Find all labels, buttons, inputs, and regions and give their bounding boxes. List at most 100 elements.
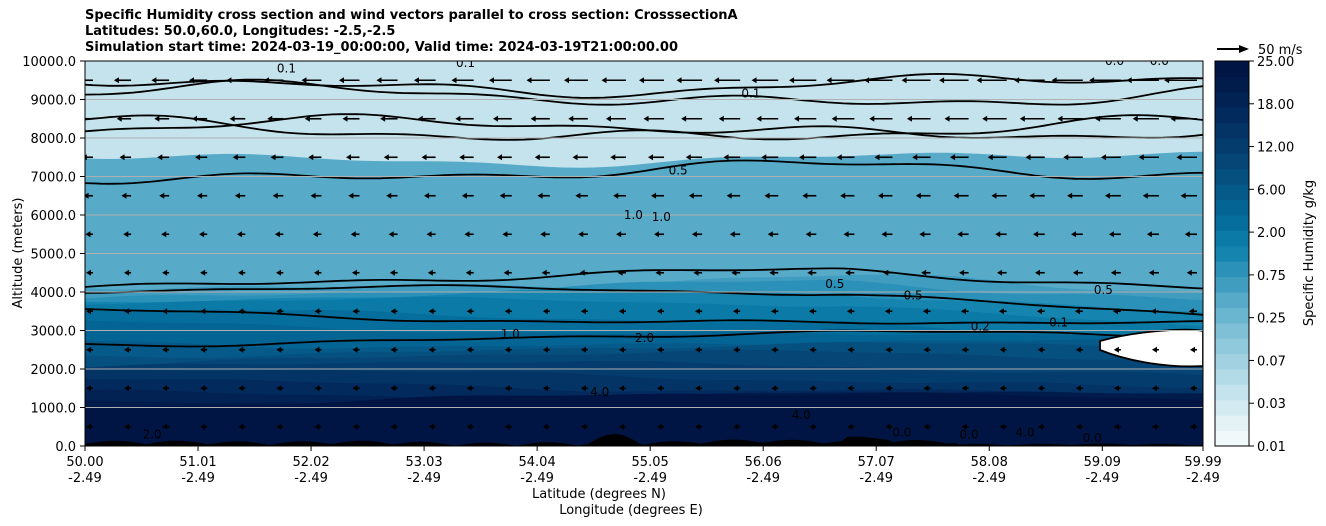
wind-arrow-head [651, 192, 657, 199]
contour-label: 1.0 [624, 208, 643, 222]
wind-arrow [459, 154, 474, 161]
wind-arrow [428, 385, 436, 392]
wind-arrow [451, 77, 474, 84]
wind-arrow [308, 154, 322, 161]
wind-arrow [1190, 385, 1197, 392]
wind-arrow-head [575, 192, 581, 199]
wind-arrow-head [195, 154, 201, 161]
wind-arrow [601, 77, 626, 84]
wind-arrow-head [578, 231, 584, 238]
wind-arrow-head [617, 269, 623, 276]
wind-arrow-head [76, 77, 81, 83]
colorbar-swatch [1215, 168, 1249, 185]
wind-arrow-head [1071, 231, 1077, 238]
wind-arrow-head [1176, 154, 1182, 161]
wind-arrow [161, 231, 170, 238]
wind-arrow [809, 346, 817, 353]
wind-arrow [885, 423, 893, 430]
y-tick-label: 6000.0 [31, 209, 77, 224]
wind-arrow [116, 115, 132, 122]
wind-arrow-head [761, 154, 767, 161]
wind-arrow [342, 115, 360, 122]
wind-arrow-head [1112, 308, 1118, 315]
wind-arrow [162, 385, 170, 392]
chart-title-line-3: Simulation start time: 2024-03-19_00:00:… [85, 40, 678, 55]
wind-arrow [999, 423, 1007, 430]
wind-arrow-head [270, 154, 276, 161]
wind-arrow-head [465, 269, 471, 276]
wind-arrow-head [86, 423, 91, 430]
y-axis-label: Altitude (meters) [11, 198, 26, 309]
terrain [85, 434, 1203, 446]
wind-arrow-head [86, 308, 91, 315]
wind-arrow [466, 423, 474, 430]
wind-arrow [124, 269, 132, 276]
wind-arrow-head [1075, 423, 1081, 430]
wind-arrow-head [124, 269, 130, 276]
wind-arrow [314, 385, 322, 392]
wind-arrow [657, 423, 665, 430]
wind-arrow-head [504, 308, 510, 315]
wind-arrow [1035, 269, 1045, 276]
wind-arrow-head [676, 77, 682, 84]
colorbar-swatch [1215, 230, 1249, 247]
wind-arrow-head [733, 308, 739, 315]
contour-label: 4.0 [590, 385, 609, 399]
wind-arrow-head [229, 115, 235, 122]
wind-arrow [310, 192, 322, 199]
y-tick-label: 0.0 [55, 440, 76, 455]
colorbar-swatch [1215, 415, 1249, 432]
wind-arrow-head [1037, 346, 1043, 353]
wind-arrow-head [200, 346, 206, 353]
wind-arrow [733, 308, 741, 315]
wind-arrow-head [991, 192, 997, 199]
wind-arrow [997, 269, 1007, 276]
wind-arrow-head [921, 269, 927, 276]
wind-arrow [466, 385, 474, 392]
wind-arrow [86, 269, 93, 276]
wind-arrow-head [119, 154, 125, 161]
wind-arrow-head [455, 115, 461, 122]
colorbar-tick-label: 12.00 [1257, 141, 1294, 156]
wind-arrow-head [809, 423, 815, 430]
contour-line-1 [85, 284, 1203, 316]
wind-arrow [1014, 77, 1045, 84]
wind-arrow [542, 423, 550, 430]
wind-arrow [541, 269, 550, 276]
wind-arrow [504, 385, 512, 392]
wind-arrow-head [276, 423, 282, 430]
x-tick-label-lat: 51.01 [179, 455, 216, 470]
x-tick-label-lon: -2.49 [859, 471, 893, 486]
wind-arrow-head [950, 154, 956, 161]
wind-arrow-head [923, 385, 929, 392]
wind-arrow [847, 423, 855, 430]
wind-arrow-head [390, 308, 396, 315]
wind-arrow [901, 77, 931, 84]
wind-arrow-head [923, 423, 929, 430]
wind-arrow-head [618, 423, 624, 430]
x-axis: 50.00-2.4951.01-2.4952.02-2.4953.03-2.49… [66, 446, 1222, 486]
wind-arrow [881, 231, 893, 238]
wind-arrow-head [961, 385, 967, 392]
contour-label: 0.0 [1150, 54, 1169, 68]
wind-arrow [695, 385, 703, 392]
wind-arrow-head [681, 115, 687, 122]
wind-arrow-head [200, 385, 206, 392]
wind-arrow [348, 192, 360, 199]
contour-line-2 [85, 308, 1203, 325]
colorbar-tick-label: 0.03 [1257, 397, 1286, 412]
wind-arrow [961, 346, 969, 353]
wind-arrow-head [124, 385, 130, 392]
wind-arrow-head [847, 423, 853, 430]
contour-label: 1.0 [652, 210, 671, 224]
x-axis-label-longitude: Longitude (degrees E) [559, 503, 703, 518]
wind-arrow-head [413, 77, 419, 84]
wind-arrow-head [751, 77, 757, 84]
wind-arrow-head [1037, 423, 1043, 430]
wind-arrow [493, 115, 512, 122]
wind-arrow [197, 192, 208, 199]
x-tick-label-lat: 54.04 [519, 455, 556, 470]
colorbar-swatch [1215, 292, 1249, 308]
wind-arrow-head [232, 154, 238, 161]
wind-arrow [610, 154, 626, 161]
